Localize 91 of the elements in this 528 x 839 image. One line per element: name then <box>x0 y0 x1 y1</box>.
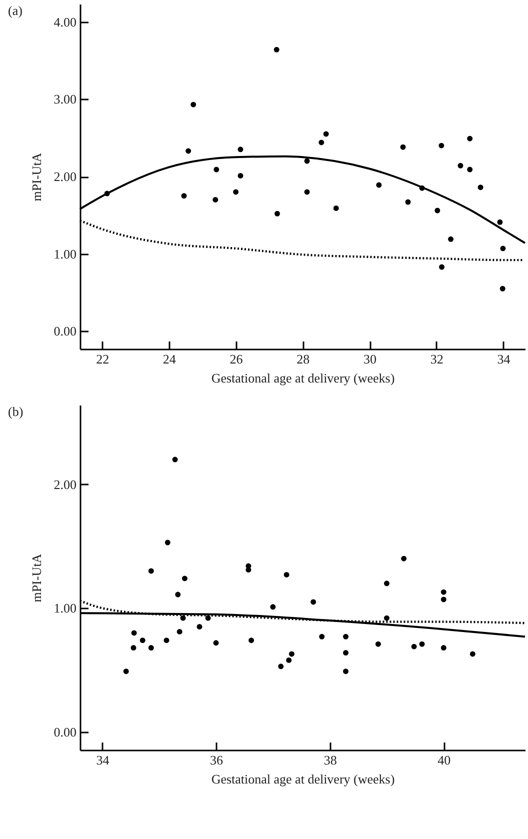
x-tick-label: 34 <box>497 352 511 366</box>
point <box>278 664 284 670</box>
point <box>148 568 154 574</box>
x-tick-label: 36 <box>210 752 224 768</box>
point <box>419 641 425 647</box>
point <box>238 146 244 152</box>
point <box>323 131 329 137</box>
point <box>319 634 325 640</box>
point <box>190 102 196 108</box>
x-tick-label: 22 <box>96 352 110 366</box>
point <box>164 638 170 644</box>
point <box>467 166 473 172</box>
y-axis-title: mPI-UtA <box>28 152 44 202</box>
x-tick-label: 32 <box>430 352 444 366</box>
point <box>186 148 192 154</box>
point <box>164 540 170 546</box>
point <box>213 640 219 646</box>
point <box>470 651 476 657</box>
x-tick-label: 38 <box>324 752 337 768</box>
point <box>304 189 310 195</box>
point <box>182 576 188 582</box>
point <box>384 580 390 586</box>
point <box>181 193 187 199</box>
point <box>343 634 348 640</box>
point <box>140 638 146 644</box>
x-tick-label: 40 <box>438 752 451 768</box>
point <box>467 136 473 142</box>
point <box>288 651 294 657</box>
point <box>318 140 324 146</box>
point <box>131 630 137 636</box>
point <box>376 182 382 188</box>
x-tick-label: 30 <box>364 352 377 366</box>
point <box>439 264 444 270</box>
point <box>274 46 280 52</box>
point <box>500 246 506 252</box>
x-tick-label: 28 <box>296 352 310 366</box>
point <box>440 589 446 595</box>
point <box>440 596 446 602</box>
point <box>274 210 280 216</box>
point <box>214 166 220 172</box>
point <box>175 592 181 598</box>
point <box>405 199 411 205</box>
point <box>148 645 154 651</box>
point <box>384 615 390 621</box>
point <box>343 650 348 656</box>
y-tick-label: 0.00 <box>54 724 76 740</box>
point <box>448 236 454 242</box>
chart-title: (a) <box>8 3 22 18</box>
point <box>497 219 503 225</box>
point <box>286 657 292 663</box>
point <box>438 142 444 148</box>
point <box>458 162 464 168</box>
point <box>123 668 129 674</box>
point <box>400 144 406 150</box>
point <box>284 572 290 578</box>
y-tick-label: 1.00 <box>54 246 76 262</box>
y-tick-label: 1.00 <box>54 600 76 616</box>
point <box>238 172 244 178</box>
point <box>343 668 348 674</box>
x-tick-label: 34 <box>96 752 110 768</box>
point <box>310 599 316 605</box>
chart-title: (b) <box>8 404 24 419</box>
y-tick-label: 2.00 <box>54 476 76 492</box>
point <box>172 456 178 462</box>
point <box>176 628 182 634</box>
y-tick-label: 0.00 <box>54 324 76 339</box>
point <box>233 189 239 195</box>
point <box>246 567 252 572</box>
point <box>248 638 254 644</box>
x-tick-label: 24 <box>162 352 176 366</box>
point <box>440 645 446 651</box>
y-axis-title: mPI-UtA <box>28 553 44 602</box>
point <box>180 615 186 621</box>
x-axis-title: Gestational age at delivery (weeks) <box>211 370 395 386</box>
point <box>500 286 506 292</box>
y-tick-label: 3.00 <box>54 92 76 107</box>
point <box>401 556 407 562</box>
y-tick-label: 4.00 <box>54 14 76 30</box>
point <box>130 645 136 651</box>
point <box>212 196 218 202</box>
point <box>434 208 440 214</box>
y-tick-label: 2.00 <box>54 169 76 184</box>
point <box>270 604 276 610</box>
point <box>411 644 417 650</box>
point <box>375 641 381 647</box>
point <box>478 184 484 190</box>
point <box>304 158 310 164</box>
x-axis-title: Gestational age at delivery (weeks) <box>211 772 395 786</box>
point <box>333 205 339 211</box>
point <box>196 624 202 630</box>
x-tick-label: 26 <box>230 352 244 366</box>
